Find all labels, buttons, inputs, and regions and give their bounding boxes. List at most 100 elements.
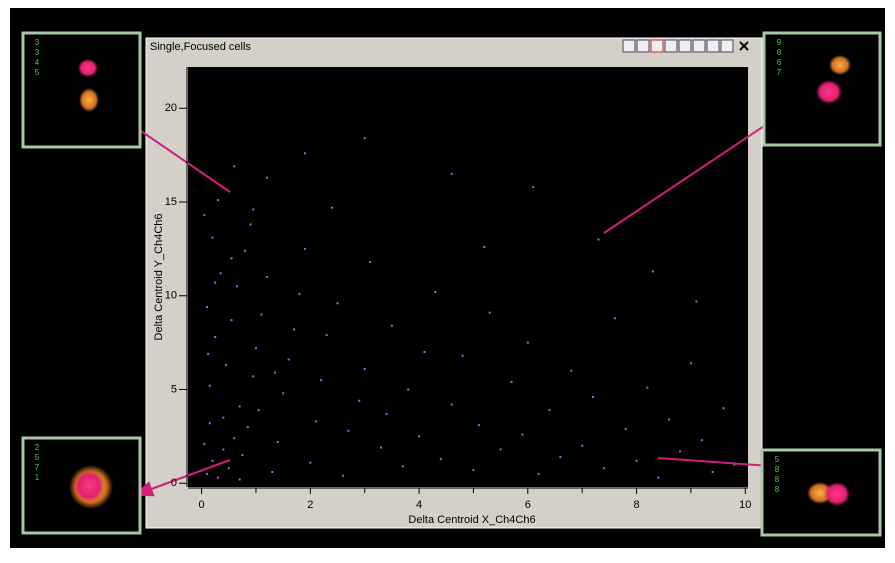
tool-zoom-in[interactable]: [636, 39, 650, 53]
point: [695, 300, 698, 303]
point: [668, 418, 671, 421]
object-id: 5888: [773, 455, 782, 495]
point: [273, 371, 276, 374]
point: [434, 291, 437, 293]
toolbar: [622, 39, 749, 53]
tool-restore[interactable]: [706, 39, 720, 53]
point: [238, 405, 241, 408]
point: [216, 199, 219, 202]
tool-zoom-out[interactable]: [622, 39, 636, 53]
tool-copy[interactable]: [692, 39, 706, 53]
y-tick-label: 5: [171, 383, 177, 395]
marks: [203, 137, 736, 481]
point: [733, 463, 736, 466]
point: [483, 246, 486, 248]
point: [488, 311, 491, 314]
tool-select[interactable]: [650, 39, 664, 53]
point: [363, 137, 366, 140]
point: [208, 422, 211, 425]
point: [252, 208, 255, 211]
x-tick-label: 8: [633, 499, 639, 511]
point: [548, 409, 551, 412]
point: [287, 358, 290, 361]
point: [711, 471, 714, 473]
point: [390, 324, 393, 327]
x-axis-title: Delta Centroid X_Ch4Ch6: [408, 514, 535, 526]
tool-sum[interactable]: [678, 39, 692, 53]
point: [249, 223, 252, 226]
point: [347, 429, 350, 432]
point: [624, 427, 627, 430]
point: [225, 364, 228, 367]
tool-maximize[interactable]: [720, 39, 734, 53]
point: [214, 336, 217, 338]
point: [423, 351, 426, 353]
point: [657, 476, 660, 479]
point: [246, 426, 249, 428]
point: [203, 214, 206, 217]
point: [214, 281, 217, 284]
point: [602, 467, 605, 470]
point: [537, 472, 540, 475]
tool-close[interactable]: [739, 41, 749, 51]
y-tick-label: 0: [171, 477, 177, 489]
point: [233, 437, 236, 440]
x-tick-label: 0: [199, 499, 205, 511]
thumbnail: 9867: [762, 31, 882, 147]
point: [369, 261, 372, 263]
point: [271, 471, 274, 473]
point: [230, 319, 233, 322]
point: [314, 420, 317, 423]
point: [439, 457, 442, 460]
point: [206, 306, 209, 308]
y-tick-label: 10: [165, 290, 177, 302]
x-tick-label: 6: [525, 499, 531, 511]
point: [510, 381, 513, 383]
point: [363, 367, 366, 370]
point: [700, 439, 703, 442]
point: [303, 247, 306, 250]
point: [401, 465, 404, 468]
point: [570, 369, 573, 372]
point: [230, 257, 233, 260]
point: [341, 474, 344, 477]
point: [689, 362, 692, 365]
point: [418, 435, 421, 438]
x-tick-label: 2: [307, 499, 313, 511]
point: [238, 478, 241, 481]
point: [227, 467, 230, 470]
point: [472, 469, 475, 472]
plot-area: [188, 67, 748, 487]
point: [407, 388, 410, 391]
object-id: 2571: [33, 443, 42, 483]
tool-center[interactable]: [664, 39, 678, 53]
point: [450, 172, 453, 175]
point: [298, 292, 301, 295]
point: [265, 276, 268, 278]
point: [222, 416, 225, 419]
point: [613, 317, 616, 320]
point: [219, 272, 222, 275]
point: [254, 347, 257, 350]
point: [235, 285, 238, 288]
point: [477, 424, 480, 427]
point: [336, 302, 339, 305]
point: [581, 444, 584, 447]
point: [521, 433, 524, 436]
y-tick-label: 15: [165, 196, 177, 208]
object-id: 9867: [775, 38, 784, 78]
point: [679, 450, 682, 453]
point: [206, 472, 209, 475]
point: [211, 459, 214, 462]
object-id: 3345: [33, 38, 42, 78]
point: [293, 328, 296, 331]
point: [331, 206, 334, 209]
point: [559, 456, 562, 458]
y-axis-title: Delta Centroid Y_Ch4Ch6: [153, 214, 165, 341]
point: [532, 186, 535, 188]
point: [461, 354, 464, 357]
point: [385, 412, 388, 415]
point: [358, 399, 361, 402]
point: [646, 386, 649, 389]
arrow: [603, 110, 787, 234]
